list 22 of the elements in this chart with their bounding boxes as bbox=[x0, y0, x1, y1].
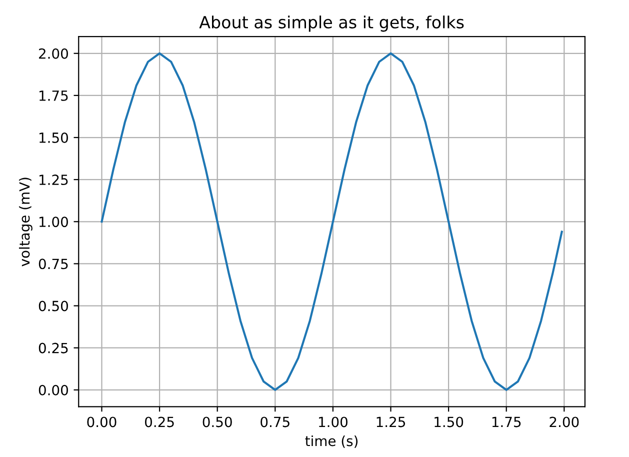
x-axis-title: time (s) bbox=[305, 435, 358, 448]
x-tick-label: 0.25 bbox=[145, 416, 174, 428]
y-tick-label: 1.75 bbox=[40, 90, 68, 101]
y-tick-label: 0.00 bbox=[38, 384, 68, 396]
chart-title: About as simple as it gets, folks bbox=[199, 16, 464, 32]
y-tick-label: 1.50 bbox=[40, 132, 68, 143]
x-tick-label: 1.50 bbox=[434, 416, 464, 428]
x-tick-label: 1.75 bbox=[492, 416, 521, 428]
y-tick-label: 0.75 bbox=[38, 258, 68, 270]
y-tick-label: 0.25 bbox=[38, 342, 68, 354]
x-tick-label: 1.00 bbox=[319, 416, 348, 428]
x-tick-label: 1.25 bbox=[376, 416, 406, 428]
x-tick-label: 0.75 bbox=[260, 416, 290, 428]
x-tick-label: 0.50 bbox=[202, 416, 232, 428]
line-series bbox=[100, 52, 563, 391]
y-tick-label: 0.50 bbox=[38, 300, 68, 312]
y-tick-label: 1.00 bbox=[40, 216, 68, 228]
y-tick-label: 1.25 bbox=[40, 174, 68, 186]
x-tick-label: 0.00 bbox=[87, 416, 116, 428]
y-tick-label: 2.00 bbox=[38, 48, 68, 59]
y-axis-title: voltage (mV) bbox=[18, 178, 32, 266]
x-tick-label: 2.00 bbox=[550, 416, 579, 428]
